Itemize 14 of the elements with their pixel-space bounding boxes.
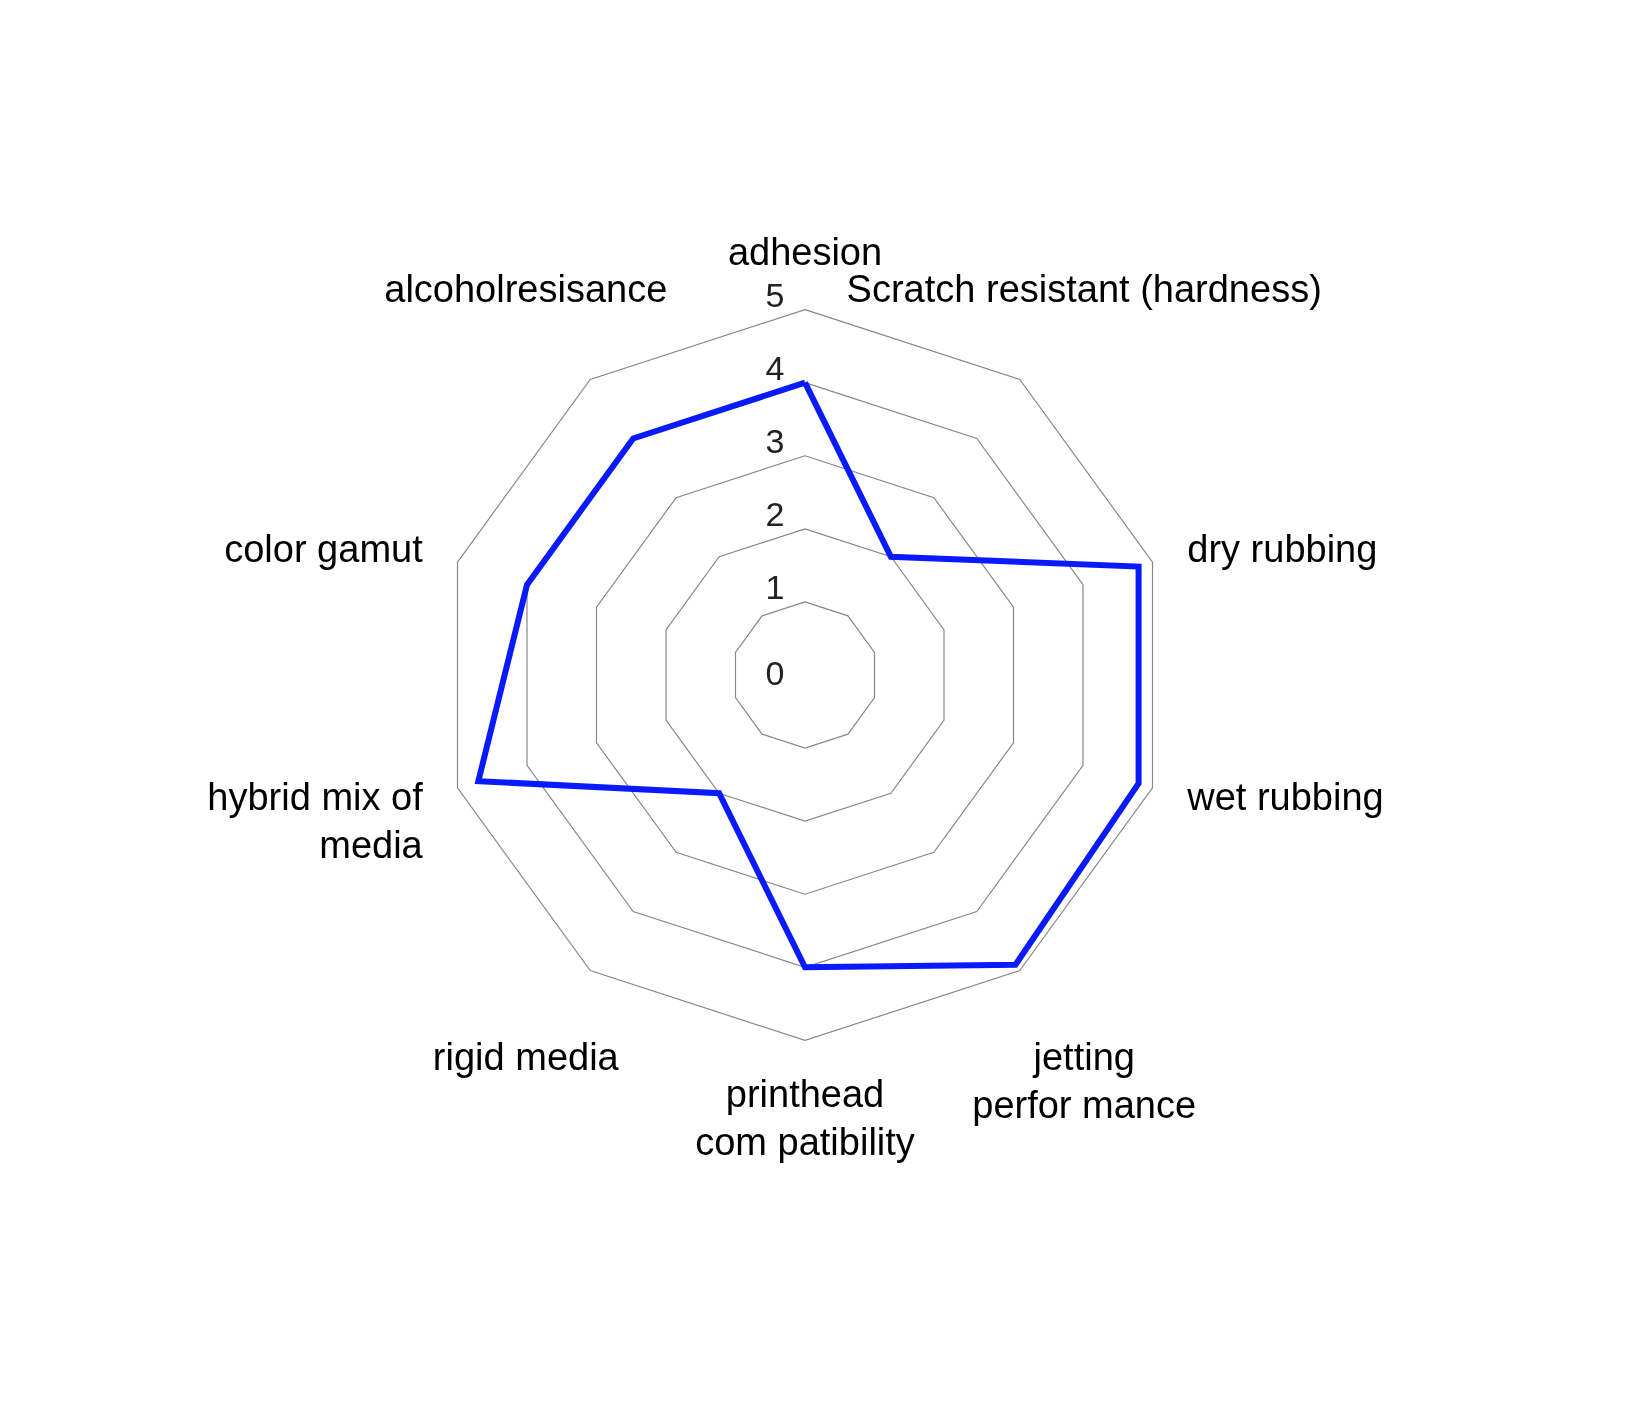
y-tick-label: 2: [765, 494, 785, 533]
spoke-label: printhead com patibility: [695, 1072, 915, 1163]
spoke-label: wet rubbing: [1186, 776, 1384, 819]
spoke-label: rigid media: [432, 1036, 620, 1079]
spoke-label: hybrid mix of media: [207, 776, 424, 867]
y-tick-label: 5: [765, 275, 785, 314]
spoke-label: dry rubbing: [1187, 527, 1378, 570]
y-tick-label: 3: [765, 421, 785, 460]
spoke-label: alcoholresisance: [384, 267, 668, 310]
spoke-label: color gamut: [224, 527, 424, 570]
y-tick-label: 1: [765, 567, 785, 606]
y-tick-label: 0: [765, 654, 785, 692]
spoke-label: jetting perfor mance: [972, 1036, 1197, 1127]
y-tick-label: 4: [765, 348, 785, 387]
